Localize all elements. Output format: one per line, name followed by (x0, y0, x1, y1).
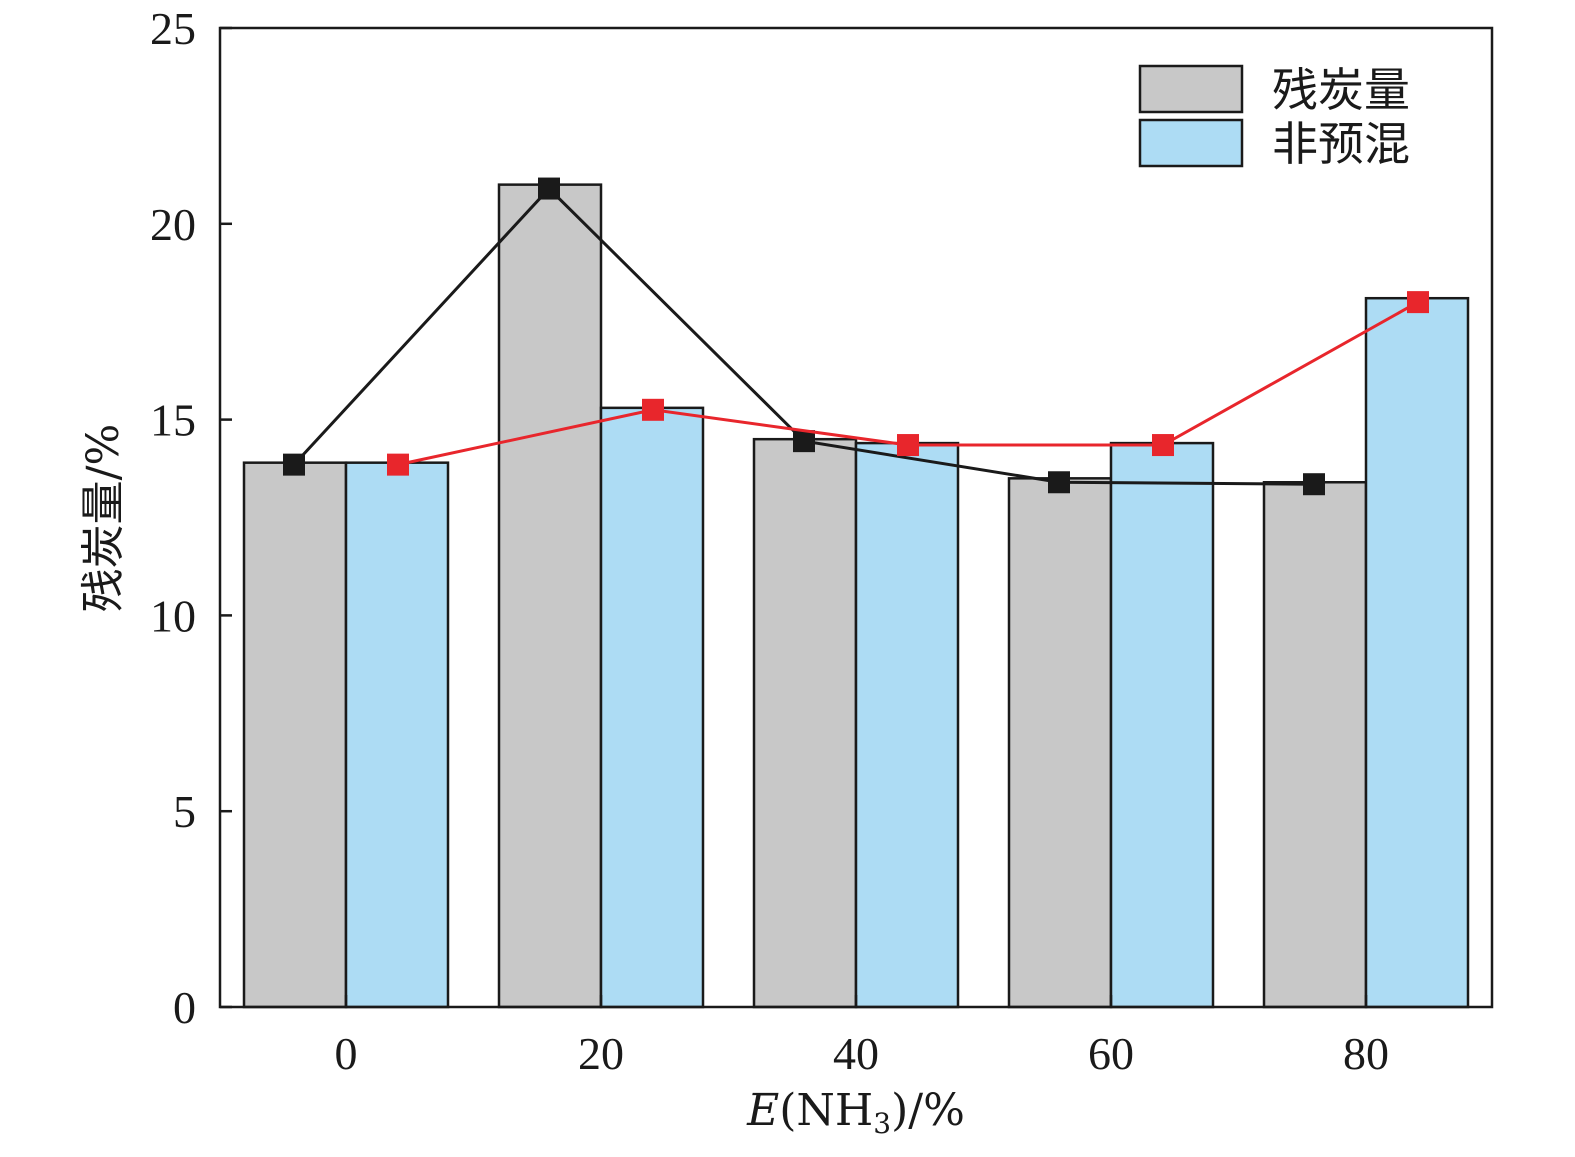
bar-series-1-40 (752, 437, 858, 1009)
line-2-marker-60 (1152, 434, 1174, 457)
line-2-marker-0 (387, 453, 409, 476)
legend-label-residual-carbon: 残炭量 (1272, 63, 1410, 117)
line-1-marker-0 (283, 453, 305, 476)
y-tick-label-20: 20 (150, 199, 196, 250)
line-1-marker-60 (1048, 471, 1070, 494)
legend-label-non-premixed: 非预混 (1272, 117, 1410, 171)
x-axis-label-prefix: (NH (779, 1085, 873, 1136)
line-2-marker-80 (1407, 291, 1429, 314)
y-axis-label: 残炭量/% (78, 424, 129, 613)
axes-layer: 0 5 10 15 20 25 0 20 40 60 80 (150, 3, 1389, 1079)
x-axis-label-variable: E (746, 1085, 779, 1136)
y-tick-label-15: 15 (150, 395, 196, 446)
x-axis-label-suffix: )/% (891, 1085, 965, 1136)
line-2-marker-40 (897, 434, 919, 457)
y-tick-label-0: 0 (173, 982, 196, 1033)
x-tick-label-80: 80 (1343, 1028, 1389, 1079)
legend: 残炭量 非预混 (1138, 63, 1410, 171)
line-1-marker-40 (793, 430, 815, 453)
bar-series-1-60 (1007, 477, 1113, 1009)
line-1-marker-20 (538, 177, 560, 200)
line-2-marker-20 (642, 398, 664, 421)
y-tick-label-5: 5 (173, 786, 196, 837)
x-tick-label-20: 20 (578, 1028, 624, 1079)
legend-swatch-residual-carbon (1138, 64, 1244, 114)
lines-layer (283, 177, 1429, 496)
x-tick-label-0: 0 (335, 1028, 358, 1079)
y-tick-label-10: 10 (150, 590, 196, 641)
bars-layer (242, 183, 1470, 1009)
bar-series-2-0 (344, 461, 450, 1009)
line-1-marker-80 (1303, 473, 1325, 496)
x-axis-label: E(NH3)/% (746, 1085, 965, 1140)
legend-swatch-non-premixed (1138, 118, 1244, 168)
bar-series-1-80 (1262, 481, 1368, 1009)
bar-series-1-0 (242, 461, 348, 1009)
bar-series-1-20 (497, 183, 603, 1009)
x-tick-label-60: 60 (1088, 1028, 1134, 1079)
x-axis-label-subscript: 3 (873, 1107, 891, 1140)
y-tick-label-25: 25 (150, 3, 196, 54)
bar-series-2-40 (854, 441, 960, 1009)
bar-series-2-60 (1109, 441, 1215, 1009)
bar-series-2-20 (599, 406, 705, 1009)
bar-series-2-80 (1364, 296, 1470, 1009)
x-tick-label-40: 40 (833, 1028, 879, 1079)
